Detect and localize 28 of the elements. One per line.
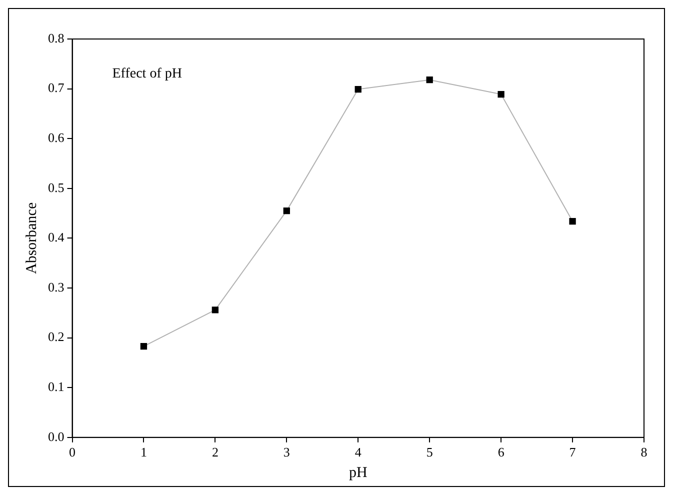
y-tick-label: 0.7 (48, 80, 65, 96)
x-tick-label: 8 (640, 444, 648, 460)
x-tick-label: 7 (569, 444, 576, 460)
y-tick-label: 0.6 (48, 130, 65, 146)
point (354, 86, 362, 93)
x-tick-label: 0 (69, 444, 76, 460)
x-tick-label: 6 (498, 444, 505, 460)
annotation: Effect of pH (112, 66, 182, 82)
point (569, 218, 576, 225)
y-axis-title: Absorbance (24, 202, 40, 274)
y-tick-label: 0.5 (48, 180, 64, 195)
y-tick-label: 0.1 (48, 379, 64, 394)
y-tick-label: 0.4 (48, 230, 65, 245)
point (498, 90, 504, 98)
x-axis-title: pH (348, 464, 368, 481)
x-tick-label: 1 (140, 444, 147, 460)
point (283, 207, 290, 214)
point (426, 76, 433, 84)
y-tick-label: 0.2 (48, 329, 64, 344)
point (140, 342, 148, 350)
point (212, 306, 219, 314)
y-tick-label: 0.3 (48, 279, 64, 294)
x-tick-label: 5 (426, 444, 433, 460)
x-tick-label: 4 (354, 444, 362, 460)
x-tick-label: 2 (212, 444, 218, 460)
y-tick-label: 0.0 (48, 428, 64, 444)
y-tick-label: 0.8 (48, 30, 64, 46)
x-tick-label: 3 (283, 444, 290, 460)
